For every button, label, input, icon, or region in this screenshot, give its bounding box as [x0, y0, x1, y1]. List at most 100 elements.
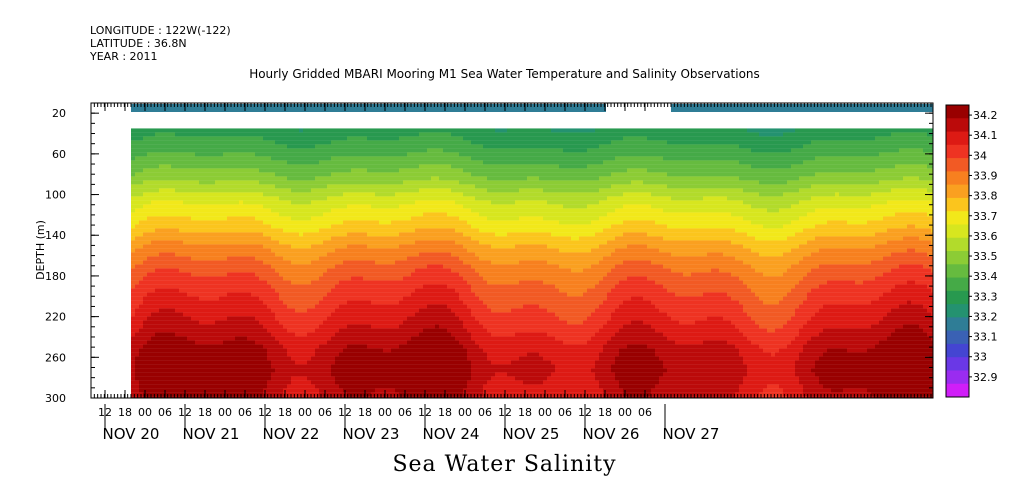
salinity-cell [187, 364, 191, 368]
salinity-cell [271, 240, 275, 244]
salinity-cell [255, 300, 259, 304]
salinity-cell [355, 236, 359, 240]
salinity-cell [155, 168, 159, 172]
salinity-cell [275, 228, 279, 232]
salinity-cell [259, 320, 263, 324]
salinity-cell [163, 304, 167, 308]
salinity-cell [387, 192, 391, 196]
salinity-cell [239, 332, 243, 336]
salinity-cell [383, 316, 387, 320]
salinity-cell [367, 340, 371, 344]
salinity-cell [391, 332, 395, 336]
salinity-cell [199, 152, 203, 156]
salinity-cell [327, 332, 331, 336]
salinity-cell [267, 316, 271, 320]
salinity-cell [379, 188, 383, 192]
salinity-cell [355, 180, 359, 184]
salinity-cell [375, 176, 379, 180]
salinity-cell [415, 236, 419, 240]
salinity-cell [355, 360, 359, 364]
salinity-cell [163, 312, 167, 316]
salinity-cell [215, 360, 219, 364]
salinity-cell [347, 252, 351, 256]
salinity-cell [267, 288, 271, 292]
salinity-cell [331, 268, 335, 272]
salinity-cell [343, 136, 347, 140]
salinity-cell [371, 192, 375, 196]
salinity-cell [323, 360, 327, 364]
salinity-cell [131, 296, 135, 300]
salinity-cell [251, 200, 255, 204]
salinity-cell [331, 156, 335, 160]
salinity-cell [259, 204, 263, 208]
salinity-cell [239, 140, 243, 144]
salinity-cell [343, 192, 347, 196]
salinity-cell [387, 196, 391, 200]
salinity-cell [239, 284, 243, 288]
salinity-cell [231, 232, 235, 236]
salinity-cell [315, 220, 319, 224]
salinity-cell [263, 280, 267, 284]
salinity-cell [187, 372, 191, 376]
salinity-cell [247, 380, 251, 384]
salinity-cell [207, 128, 211, 132]
salinity-cell [355, 156, 359, 160]
salinity-cell [383, 208, 387, 212]
salinity-cell [291, 192, 295, 196]
salinity-cell [383, 168, 387, 172]
salinity-cell [375, 304, 379, 308]
salinity-cell [411, 208, 415, 212]
salinity-cell [179, 200, 183, 204]
salinity-cell [199, 296, 203, 300]
salinity-cell [259, 224, 263, 228]
salinity-cell [227, 200, 231, 204]
salinity-cell [383, 228, 387, 232]
salinity-cell [307, 272, 311, 276]
salinity-cell [159, 280, 163, 284]
salinity-cell [383, 320, 387, 324]
salinity-cell [231, 260, 235, 264]
salinity-cell [215, 348, 219, 352]
salinity-cell [175, 140, 179, 144]
salinity-cell [219, 204, 223, 208]
salinity-cell [359, 372, 363, 376]
salinity-cell [295, 284, 299, 288]
salinity-cell [255, 336, 259, 340]
salinity-cell [203, 260, 207, 264]
salinity-cell [223, 212, 227, 216]
salinity-cell [395, 204, 399, 208]
salinity-cell [359, 324, 363, 328]
salinity-cell [359, 244, 363, 248]
salinity-cell [315, 276, 319, 280]
salinity-cell [187, 204, 191, 208]
salinity-cell [219, 336, 223, 340]
salinity-cell [151, 252, 155, 256]
salinity-cell [395, 336, 399, 340]
salinity-cell [283, 136, 287, 140]
salinity-cell [295, 304, 299, 308]
salinity-cell [395, 300, 399, 304]
salinity-cell [179, 344, 183, 348]
salinity-cell [275, 192, 279, 196]
salinity-cell [307, 176, 311, 180]
salinity-cell [335, 144, 339, 148]
salinity-cell [363, 180, 367, 184]
salinity-cell [223, 232, 227, 236]
salinity-cell [339, 236, 343, 240]
salinity-cell [251, 248, 255, 252]
salinity-cell [219, 340, 223, 344]
salinity-cell [295, 244, 299, 248]
salinity-cell [203, 140, 207, 144]
salinity-cell [395, 256, 399, 260]
salinity-cell [167, 148, 171, 152]
salinity-cell [283, 128, 287, 132]
salinity-cell [311, 268, 315, 272]
salinity-cell [371, 248, 375, 252]
salinity-cell [295, 336, 299, 340]
salinity-cell [239, 320, 243, 324]
salinity-cell [403, 236, 407, 240]
salinity-cell [267, 356, 271, 360]
salinity-cell [291, 208, 295, 212]
salinity-cell [227, 152, 231, 156]
salinity-cell [275, 240, 279, 244]
